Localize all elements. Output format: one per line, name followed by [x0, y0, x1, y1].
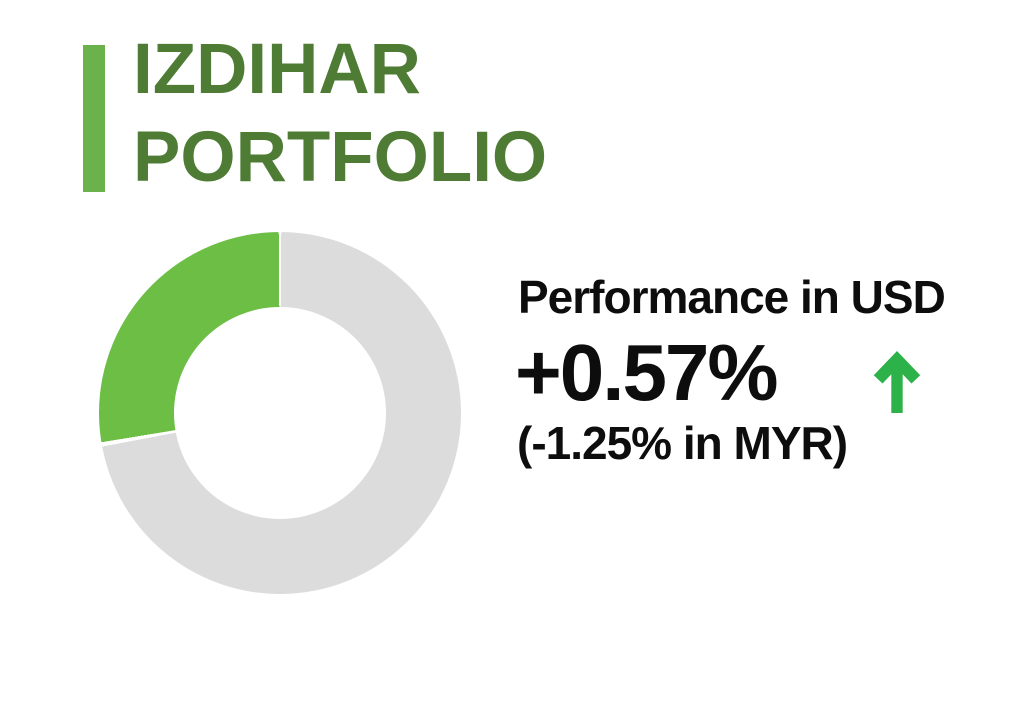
page-title-line-1: IZDIHAR — [133, 30, 421, 109]
portfolio-donut-chart — [99, 232, 461, 594]
page-title: IZDIHAR PORTFOLIO — [133, 26, 547, 202]
title-accent-bar — [83, 45, 105, 192]
myr-performance-value: (-1.25% in MYR) — [517, 417, 848, 469]
page-title-line-2: PORTFOLIO — [133, 118, 548, 197]
trend-up-icon — [873, 351, 921, 413]
donut-hole — [174, 307, 386, 519]
performance-label: Performance in USD — [518, 271, 946, 323]
usd-performance-value: +0.57% — [515, 328, 779, 417]
